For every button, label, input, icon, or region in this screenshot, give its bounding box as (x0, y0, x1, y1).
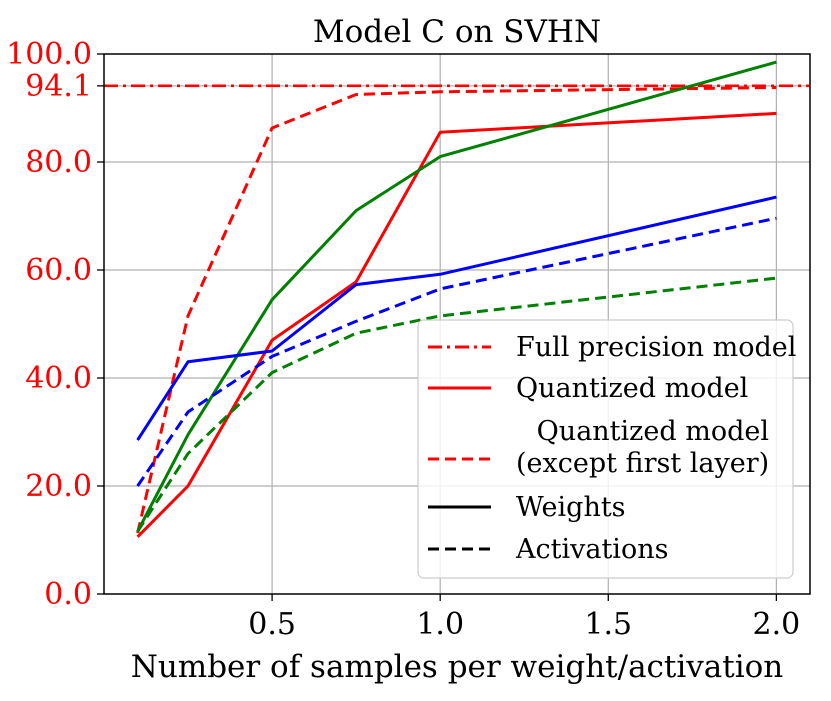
x-axis-label: Number of samples per weight/activation (131, 649, 784, 685)
legend-label-activations: Activations (515, 534, 668, 565)
x-tick-label: 1.0 (416, 607, 464, 642)
legend-label-quantized-except-first-line1: Quantized model (537, 416, 769, 447)
legend-label-quantized: Quantized model (516, 373, 748, 404)
y-tick-label: 80.0 (25, 145, 92, 180)
series-line-green-weights (136, 60, 777, 533)
y-tick-label: 60.0 (25, 253, 92, 288)
chart-title: Model C on SVHN (313, 14, 601, 50)
y-tick-label: 0.0 (44, 577, 92, 612)
y-tick-label: 100.0 (6, 37, 92, 72)
y-tick-label: 20.0 (25, 469, 92, 504)
series-line-green-activations (136, 276, 777, 533)
series-layer (136, 60, 777, 538)
legend-label-quantized-except-first-line2: (except first layer) (516, 448, 769, 479)
axes-frame (103, 53, 811, 595)
legend-label-weights: Weights (516, 492, 626, 523)
x-tick-label: 1.5 (584, 607, 632, 642)
series-line-quantized-model-weights (136, 111, 777, 538)
x-tick-label: 2.0 (753, 607, 801, 642)
legend: Full precision model Quantized model Qua… (417, 319, 796, 579)
y-tick-label: 40.0 (25, 361, 92, 396)
x-tick-label: 0.5 (248, 607, 296, 642)
series-line-blue-activations (136, 216, 777, 487)
series-line-blue-weights (136, 195, 777, 441)
legend-box (417, 319, 794, 579)
y-tick-label: 94.1 (25, 69, 92, 104)
legend-label-full-precision: Full precision model (516, 332, 796, 363)
